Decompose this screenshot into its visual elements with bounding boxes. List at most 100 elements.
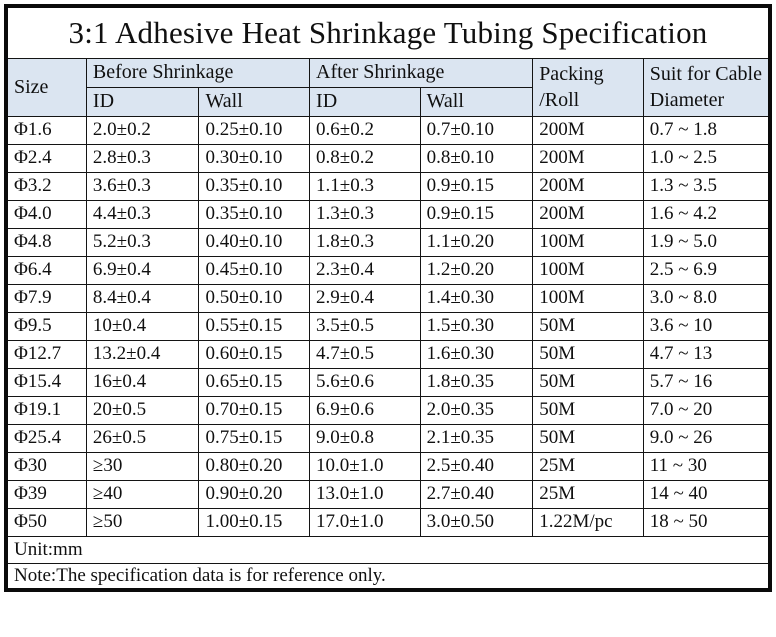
cell-size: Φ2.4 xyxy=(5,143,87,173)
table-row: Φ3.2 3.6±0.3 0.35±0.10 1.1±0.3 0.9±0.15 200M 1… xyxy=(5,171,771,201)
cell-size: Φ25.4 xyxy=(5,423,87,453)
table-header: 3:1 Adhesive Heat Shrinkage Tubing Speci… xyxy=(5,5,771,117)
table-row: Φ19.1 20±0.5 0.70±0.15 6.9±0.6 2.0±0.35 50M 7.… xyxy=(5,395,771,425)
cell-after-id: 4.7±0.5 xyxy=(309,339,421,369)
cell-before-wall: 0.30±0.10 xyxy=(198,143,311,173)
cell-after-wall: 1.4±0.30 xyxy=(419,283,534,313)
table-row: Φ25.4 26±0.5 0.75±0.15 9.0±0.8 2.1±0.35 50M 9.… xyxy=(5,423,771,453)
table-row: Φ4.0 4.4±0.3 0.35±0.10 1.3±0.3 0.9±0.15 200M 1… xyxy=(5,199,771,229)
cell-packing-roll: 200M xyxy=(532,115,644,145)
cell-after-wall: 0.9±0.15 xyxy=(419,199,534,229)
table-row: Φ50 ≥50 1.00±0.15 17.0±1.0 3.0±0.50 1.22M/pc 1… xyxy=(5,507,771,537)
col-header-packing-roll: Packing /Roll xyxy=(532,57,644,117)
cell-packing-roll: 50M xyxy=(532,311,644,341)
cell-packing-roll: 50M xyxy=(532,367,644,397)
cell-packing-roll: 25M xyxy=(532,451,644,481)
cell-before-wall: 0.25±0.10 xyxy=(198,115,311,145)
table-footer: Unit:mm Note:The specification data is f… xyxy=(5,535,771,590)
cell-after-wall: 1.5±0.30 xyxy=(419,311,534,341)
cell-before-wall: 0.50±0.10 xyxy=(198,283,311,313)
cell-size: Φ6.4 xyxy=(5,255,87,285)
cell-packing-roll: 200M xyxy=(532,143,644,173)
cell-packing-roll: 25M xyxy=(532,479,644,509)
table-body: Φ1.6 2.0±0.2 0.25±0.10 0.6±0.2 0.7±0.10 200M 0… xyxy=(5,115,771,537)
cell-packing-roll: 100M xyxy=(532,227,644,257)
cell-size: Φ9.5 xyxy=(5,311,87,341)
header-row-groups: Size Before Shrinkage After Shrinkage Pa… xyxy=(5,57,771,117)
cell-before-id: 16±0.4 xyxy=(85,367,200,397)
col-header-suit-cable-diameter: Suit for Cable Diameter xyxy=(642,57,771,117)
cell-before-wall: 0.35±0.10 xyxy=(198,199,311,229)
title-row: 3:1 Adhesive Heat Shrinkage Tubing Speci… xyxy=(5,5,771,59)
cell-after-wall: 1.6±0.30 xyxy=(419,339,534,369)
page-title: 3:1 Adhesive Heat Shrinkage Tubing Speci… xyxy=(5,5,771,59)
table-row: Φ6.4 6.9±0.4 0.45±0.10 2.3±0.4 1.2±0.20 100M 2… xyxy=(5,255,771,285)
cell-suit-cable-diameter: 7.0 ~ 20 xyxy=(642,395,771,425)
cell-after-wall: 1.2±0.20 xyxy=(419,255,534,285)
cell-size: Φ3.2 xyxy=(5,171,87,201)
cell-before-wall: 0.55±0.15 xyxy=(198,311,311,341)
col-header-size: Size xyxy=(5,57,87,117)
spec-table: 3:1 Adhesive Heat Shrinkage Tubing Speci… xyxy=(4,4,772,592)
cell-before-id: ≥30 xyxy=(85,451,200,481)
col-header-after-wall: Wall xyxy=(419,86,534,117)
cell-suit-cable-diameter: 1.6 ~ 4.2 xyxy=(642,199,771,229)
cell-after-wall: 2.7±0.40 xyxy=(419,479,534,509)
cell-packing-roll: 200M xyxy=(532,199,644,229)
table-row: Φ15.4 16±0.4 0.65±0.15 5.6±0.6 1.8±0.35 50M 5.… xyxy=(5,367,771,397)
cell-packing-roll: 50M xyxy=(532,423,644,453)
cell-before-id: 20±0.5 xyxy=(85,395,200,425)
table-row: Φ12.7 13.2±0.4 0.60±0.15 4.7±0.5 1.6±0.30 50M… xyxy=(5,339,771,369)
cell-size: Φ1.6 xyxy=(5,115,87,145)
col-header-before-id: ID xyxy=(85,86,200,117)
cell-before-wall: 0.80±0.20 xyxy=(198,451,311,481)
cell-before-id: 5.2±0.3 xyxy=(85,227,200,257)
cell-suit-cable-diameter: 11 ~ 30 xyxy=(642,451,771,481)
col-header-before-shrinkage: Before Shrinkage xyxy=(85,57,311,88)
header-row-sub: ID Wall ID Wall xyxy=(6,86,770,117)
cell-after-wall: 0.9±0.15 xyxy=(419,171,534,201)
cell-after-id: 0.8±0.2 xyxy=(309,143,421,173)
cell-after-id: 6.9±0.6 xyxy=(309,395,421,425)
cell-before-id: 10±0.4 xyxy=(85,311,200,341)
cell-suit-cable-diameter: 1.0 ~ 2.5 xyxy=(642,143,771,173)
cell-before-id: 2.0±0.2 xyxy=(85,115,200,145)
cell-before-wall: 0.90±0.20 xyxy=(198,479,311,509)
cell-after-wall: 0.8±0.10 xyxy=(419,143,534,173)
cell-before-wall: 0.65±0.15 xyxy=(198,367,311,397)
cell-before-id: 26±0.5 xyxy=(85,423,200,453)
cell-before-id: 3.6±0.3 xyxy=(85,171,200,201)
cell-before-wall: 0.35±0.10 xyxy=(198,171,311,201)
cell-packing-roll: 100M xyxy=(532,283,644,313)
cell-size: Φ7.9 xyxy=(5,283,87,313)
cell-packing-roll: 100M xyxy=(532,255,644,285)
cell-before-id: ≥40 xyxy=(85,479,200,509)
cell-suit-cable-diameter: 3.0 ~ 8.0 xyxy=(642,283,771,313)
cell-suit-cable-diameter: 2.5 ~ 6.9 xyxy=(642,255,771,285)
cell-after-id: 1.8±0.3 xyxy=(309,227,421,257)
cell-size: Φ4.0 xyxy=(5,199,87,229)
cell-after-id: 0.6±0.2 xyxy=(309,115,421,145)
cell-after-id: 13.0±1.0 xyxy=(309,479,421,509)
cell-after-wall: 1.1±0.20 xyxy=(419,227,534,257)
cell-after-id: 9.0±0.8 xyxy=(309,423,421,453)
reference-note: Note:The specification data is for refer… xyxy=(5,562,771,590)
cell-size: Φ12.7 xyxy=(5,339,87,369)
cell-size: Φ50 xyxy=(5,507,87,537)
table-row: Φ4.8 5.2±0.3 0.40±0.10 1.8±0.3 1.1±0.20 100M 1… xyxy=(5,227,771,257)
cell-after-wall: 0.7±0.10 xyxy=(419,115,534,145)
cell-after-id: 10.0±1.0 xyxy=(309,451,421,481)
table-row: Φ9.5 10±0.4 0.55±0.15 3.5±0.5 1.5±0.30 50M 3.6… xyxy=(5,311,771,341)
cell-after-wall: 2.0±0.35 xyxy=(419,395,534,425)
cell-before-wall: 0.45±0.10 xyxy=(198,255,311,285)
table-row: Φ7.9 8.4±0.4 0.50±0.10 2.9±0.4 1.4±0.30 100M 3… xyxy=(5,283,771,313)
cell-packing-roll: 50M xyxy=(532,339,644,369)
cell-before-id: 2.8±0.3 xyxy=(85,143,200,173)
cell-after-id: 2.3±0.4 xyxy=(309,255,421,285)
col-header-after-id: ID xyxy=(309,86,421,117)
cell-suit-cable-diameter: 1.9 ~ 5.0 xyxy=(642,227,771,257)
cell-after-wall: 2.1±0.35 xyxy=(419,423,534,453)
cell-after-id: 1.1±0.3 xyxy=(309,171,421,201)
col-header-after-shrinkage: After Shrinkage xyxy=(309,57,534,88)
cell-suit-cable-diameter: 14 ~ 40 xyxy=(642,479,771,509)
